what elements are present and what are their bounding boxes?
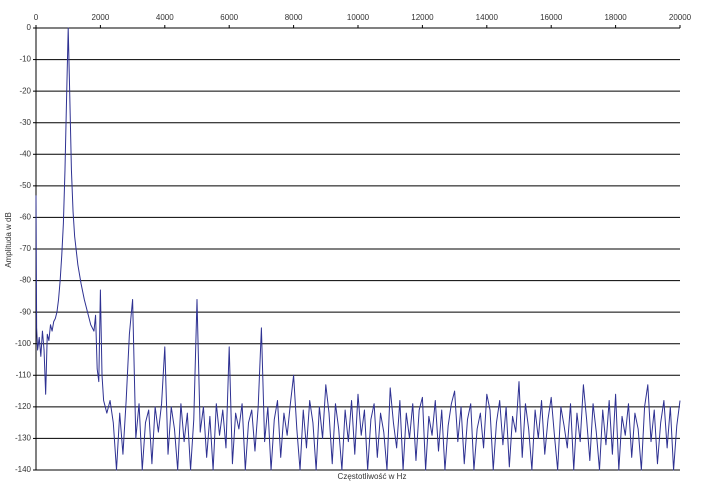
x-axis-label: Częstotliwość w Hz (338, 472, 407, 481)
y-tick-label: -130 (15, 434, 32, 443)
x-tick-label: 14000 (476, 13, 499, 22)
y-tick-label: -70 (19, 244, 31, 253)
x-tick-label: 16000 (540, 13, 563, 22)
y-tick-label: -80 (19, 276, 31, 285)
y-axis-label: Amplituda w dB (4, 212, 13, 268)
x-tick-label: 8000 (285, 13, 303, 22)
y-tick-label: -20 (19, 86, 31, 95)
y-tick-label: -90 (19, 307, 31, 316)
y-tick-label: 0 (27, 23, 32, 32)
x-tick-label: 0 (34, 13, 39, 22)
x-tick-label: 20000 (669, 13, 692, 22)
y-tick-label: -120 (15, 402, 32, 411)
y-tick-label: -10 (19, 55, 31, 64)
y-tick-label: -30 (19, 118, 31, 127)
y-tick-label: -140 (15, 465, 32, 474)
x-tick-label: 12000 (411, 13, 434, 22)
x-tick-label: 10000 (347, 13, 370, 22)
x-tick-label: 6000 (220, 13, 238, 22)
y-tick-label: -60 (19, 213, 31, 222)
y-tick-label: -110 (16, 370, 32, 379)
y-tick-label: -50 (19, 181, 31, 190)
y-tick-label: -100 (15, 339, 32, 348)
y-tick-label: -40 (19, 149, 31, 158)
x-tick-label: 18000 (604, 13, 627, 22)
x-tick-label: 2000 (92, 13, 110, 22)
x-tick-label: 4000 (156, 13, 174, 22)
spectrum-line (35, 27, 681, 471)
